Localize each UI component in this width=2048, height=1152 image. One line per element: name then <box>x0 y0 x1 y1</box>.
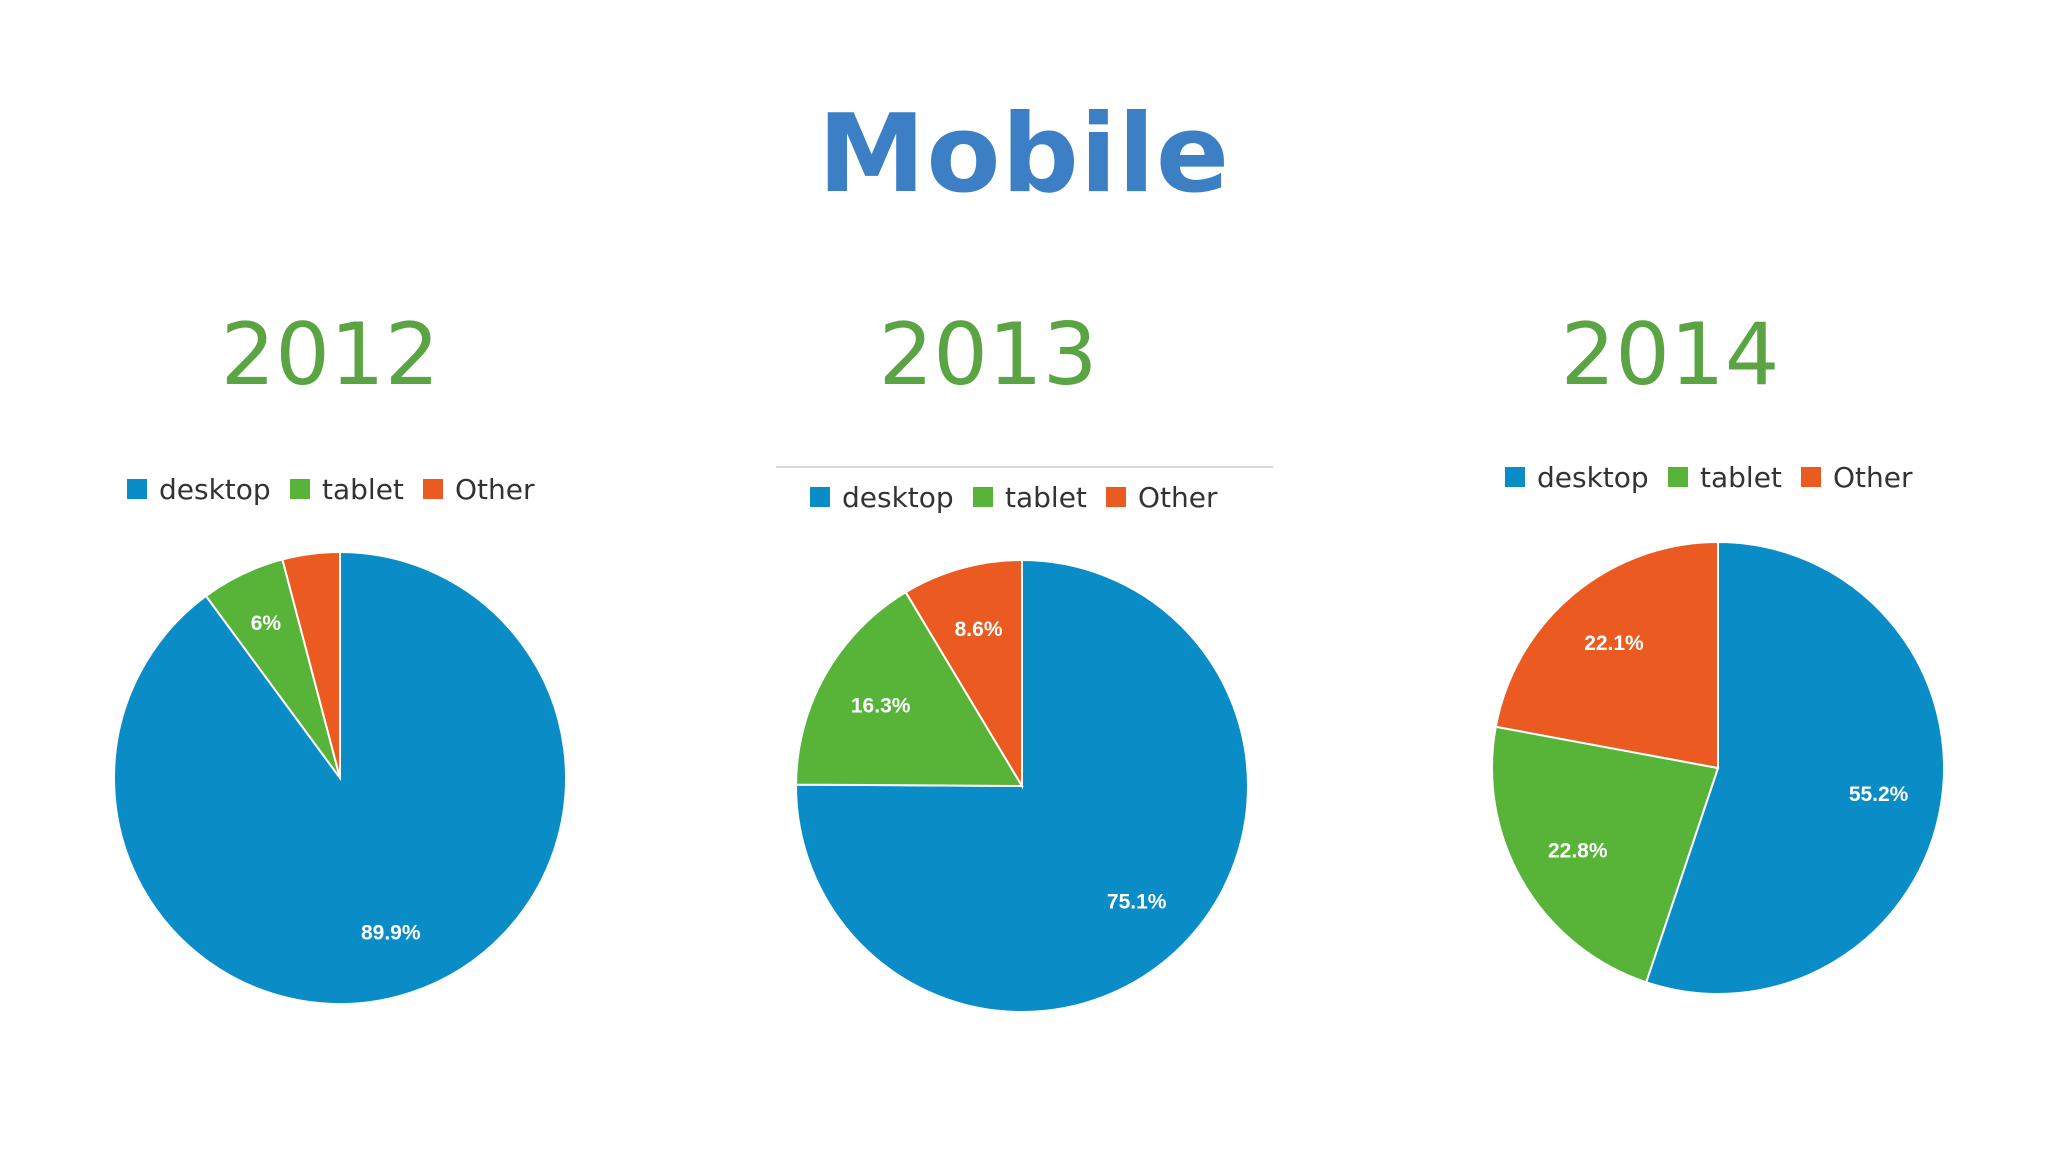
legend-swatch <box>1801 467 1821 487</box>
legend-item-tablet[interactable]: tablet <box>290 473 404 506</box>
legend-swatch <box>290 479 310 499</box>
slice-label-tablet: 22.8% <box>1548 840 1608 863</box>
legend-item-tablet[interactable]: tablet <box>1668 461 1782 494</box>
pie-slice-desktop[interactable] <box>1644 540 1945 995</box>
legend-item-tablet[interactable]: tablet <box>973 481 1087 514</box>
pie-slice-tablet[interactable] <box>1491 725 1720 984</box>
pie-chart-2013: desktop tablet Other 75.1% 16.3% 8.6% <box>794 481 1249 1013</box>
pie-slice-desktop[interactable] <box>795 558 1249 1013</box>
slice-label-other: 22.1% <box>1584 632 1644 655</box>
legend-swatch <box>1668 467 1688 487</box>
legend-label: desktop <box>159 473 271 506</box>
slice-label-other: 8.6% <box>955 618 1003 641</box>
legend-swatch <box>810 487 830 507</box>
slice-label-desktop: 55.2% <box>1849 783 1909 806</box>
legend-label: desktop <box>1537 461 1649 494</box>
legend-label: Other <box>1138 481 1218 514</box>
pie-chart-2014: desktop tablet Other 55.2% 22.8% 22.1% <box>1491 461 1945 995</box>
slice-label-tablet: 16.3% <box>851 694 911 717</box>
legend-item-desktop[interactable]: desktop <box>1505 461 1649 494</box>
pie-slice-tablet[interactable] <box>794 590 1024 788</box>
legend-swatch <box>423 479 443 499</box>
legend-swatch <box>973 487 993 507</box>
pie-slice-other[interactable] <box>281 550 341 779</box>
chart-title-2013: 2013 <box>878 305 1098 405</box>
legend-item-other[interactable]: Other <box>1106 481 1218 514</box>
pie-slice-other[interactable] <box>904 558 1023 790</box>
legend-item-other[interactable]: Other <box>1801 461 1913 494</box>
legend-label: tablet <box>1700 461 1782 494</box>
legend-swatch <box>127 479 147 499</box>
legend-item-desktop[interactable]: desktop <box>810 481 954 514</box>
legend-swatch <box>1505 467 1525 487</box>
legend-item-desktop[interactable]: desktop <box>127 473 271 506</box>
pie-slice-other[interactable] <box>1494 540 1719 770</box>
slice-label-desktop: 75.1% <box>1107 890 1167 913</box>
pie-chart-2012: desktop tablet Other 89.9% 6% <box>113 473 567 1005</box>
slice-label-tablet: 6% <box>251 612 282 635</box>
chart-title-2014: 2014 <box>1560 305 1780 405</box>
legend-item-other[interactable]: Other <box>423 473 535 506</box>
slice-label-desktop: 89.9% <box>361 922 421 945</box>
legend-label: desktop <box>842 481 954 514</box>
chart-title-2012: 2012 <box>220 305 440 405</box>
chart-2013-top-border <box>776 466 1273 468</box>
legend-label: Other <box>1833 461 1913 494</box>
legend-swatch <box>1106 487 1126 507</box>
legend-label: tablet <box>322 473 404 506</box>
page-title: Mobile <box>817 92 1231 217</box>
legend-label: Other <box>455 473 535 506</box>
legend-label: tablet <box>1005 481 1087 514</box>
